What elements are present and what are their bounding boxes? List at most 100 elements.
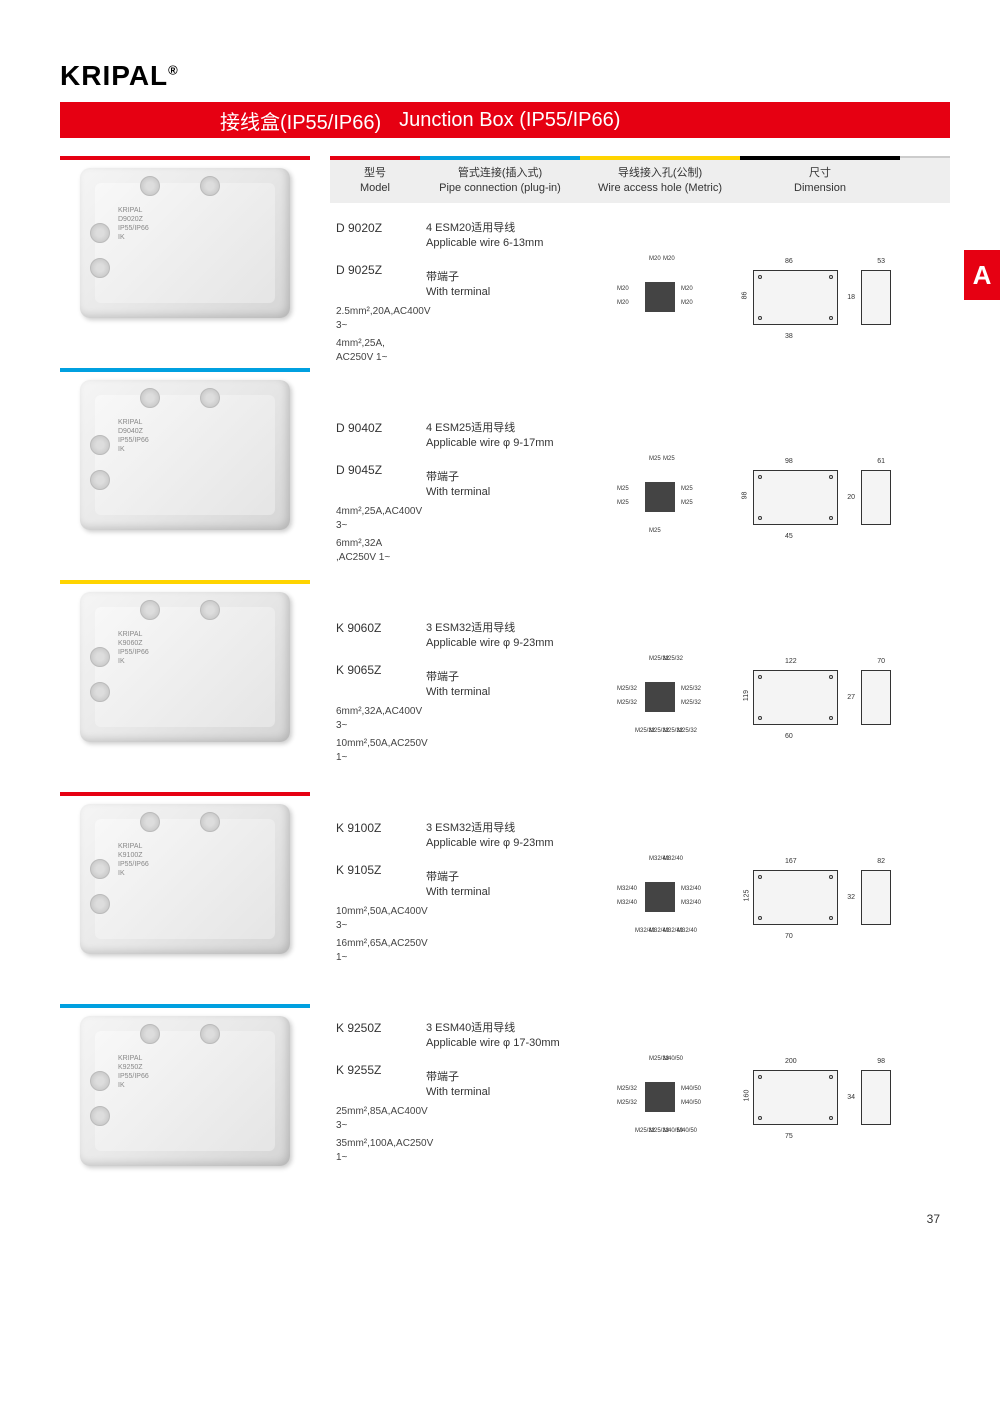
color-bar — [60, 580, 310, 584]
dimension-diagram: 200 160 98 75 34 — [745, 1052, 895, 1142]
wire-label: M25/32 — [617, 1100, 637, 1106]
model-a: K 9100Z — [336, 821, 420, 835]
color-bar — [60, 1004, 310, 1008]
thumbnail-column: KRIPALD9020ZIP55/IP66IK KRIPALD9040ZIP55/… — [60, 156, 310, 1216]
col-wire: M32/40M32/40M32/40M32/40M32/40M32/40M32/… — [580, 821, 740, 973]
wire-label: M25 — [617, 500, 629, 506]
knockout-icon — [90, 435, 110, 455]
thumbnail-block: KRIPALK9060ZIP55/IP66IK — [60, 580, 310, 742]
th-dim-en: Dimension — [748, 181, 892, 196]
th-dim-zh: 尺寸 — [748, 166, 892, 181]
knockout-icon — [200, 388, 220, 408]
model-a: D 9040Z — [336, 421, 420, 435]
dim-ih: 34 — [847, 1094, 855, 1101]
thumbnail-block: KRIPALK9100ZIP55/IP66IK — [60, 792, 310, 954]
thumb-label: KRIPALK9100ZIP55/IP66IK — [118, 842, 149, 878]
col-dim: 167 125 82 70 32 — [740, 821, 900, 973]
model-b: D 9045Z — [336, 463, 420, 477]
product-thumb: KRIPALK9100ZIP55/IP66IK — [80, 804, 290, 954]
knockout-icon — [200, 600, 220, 620]
pipe-a: 3 ESM32适用导线Applicable wire φ 9-23mm — [426, 621, 580, 652]
knockout-icon — [140, 176, 160, 196]
dim-side-icon — [861, 470, 891, 525]
wire-label: M32/40 — [663, 856, 683, 862]
wire-diagram: M25/32M40/50M25/32M40/50M25/32M40/50M25/… — [615, 1052, 705, 1142]
col-model: D 9040Z D 9045Z 4mm²,25A,AC400V 3~ 6mm²,… — [330, 421, 420, 573]
thumb-label: KRIPALK9250ZIP55/IP66IK — [118, 1054, 149, 1090]
spec-table: 型号 Model 管式连接(插入式) Pipe connection (plug… — [330, 156, 950, 1216]
col-wire: M25/32M40/50M25/32M40/50M25/32M40/50M25/… — [580, 1021, 740, 1173]
brand-mark: ® — [168, 63, 179, 78]
wire-box-icon — [645, 1082, 675, 1112]
wire-label: M20 — [681, 286, 693, 292]
col-pipe: 3 ESM40适用导线Applicable wire φ 17-30mm 带端子… — [420, 1021, 580, 1173]
thumbnail-block: KRIPALK9250ZIP55/IP66IK — [60, 1004, 310, 1166]
pipe-b: 带端子With terminal — [426, 1070, 580, 1101]
th-pipe: 管式连接(插入式) Pipe connection (plug-in) — [420, 156, 580, 203]
dimension-diagram: 86 86 53 38 18 — [745, 252, 895, 342]
pipe-b: 带端子With terminal — [426, 670, 580, 701]
thumb-label: KRIPALD9020ZIP55/IP66IK — [118, 206, 149, 242]
dim-d: 53 — [877, 258, 885, 265]
dim-side-icon — [861, 270, 891, 325]
dim-w: 86 — [785, 258, 793, 265]
pipe-a: 3 ESM32适用导线Applicable wire φ 9-23mm — [426, 821, 580, 852]
knockout-icon — [140, 1024, 160, 1044]
wire-box-icon — [645, 282, 675, 312]
spec2: 6mm²,32A ,AC250V 1~ — [336, 537, 420, 565]
wire-label: M40/50 — [663, 1056, 683, 1062]
color-bar — [60, 368, 310, 372]
knockout-icon — [140, 812, 160, 832]
spec1: 25mm²,85A,AC400V 3~ — [336, 1105, 420, 1133]
section-tab: A — [964, 250, 1000, 300]
wire-label: M20 — [617, 300, 629, 306]
wire-label: M32/40 — [677, 928, 697, 934]
knockout-icon — [90, 223, 110, 243]
wire-label: M20 — [663, 256, 675, 262]
wire-box-icon — [645, 682, 675, 712]
th-pipe-zh: 管式连接(插入式) — [428, 166, 572, 181]
thumb-label: KRIPALK9060ZIP55/IP66IK — [118, 630, 149, 666]
model-a: D 9020Z — [336, 221, 420, 235]
dim-ih: 32 — [847, 894, 855, 901]
product-thumb: KRIPALK9060ZIP55/IP66IK — [80, 592, 290, 742]
color-bar — [60, 156, 310, 160]
th-dim: 尺寸 Dimension — [740, 156, 900, 203]
dim-front-icon — [753, 270, 838, 325]
product-thumb: KRIPALD9040ZIP55/IP66IK — [80, 380, 290, 530]
knockout-icon — [140, 388, 160, 408]
product-row: K 9060Z K 9065Z 6mm²,32A,AC400V 3~ 10mm²… — [330, 603, 950, 803]
dim-h: 125 — [743, 889, 750, 901]
th-model: 型号 Model — [330, 156, 420, 203]
spec2: 35mm²,100A,AC250V 1~ — [336, 1137, 420, 1165]
col-pipe: 4 ESM25适用导线Applicable wire φ 9-17mm 带端子W… — [420, 421, 580, 573]
dim-d: 70 — [877, 658, 885, 665]
thumb-label: KRIPALD9040ZIP55/IP66IK — [118, 418, 149, 454]
wire-label: M25 — [649, 456, 661, 462]
wire-label: M25/32 — [617, 1086, 637, 1092]
th-model-zh: 型号 — [338, 166, 412, 181]
dim-ih: 27 — [847, 694, 855, 701]
wire-label: M25 — [681, 486, 693, 492]
col-dim: 122 119 70 60 27 — [740, 621, 900, 773]
dim-h: 160 — [743, 1089, 750, 1101]
pipe-a: 4 ESM20适用导线Applicable wire 6-13mm — [426, 221, 580, 252]
col-dim: 98 98 61 45 20 — [740, 421, 900, 573]
model-b: D 9025Z — [336, 263, 420, 277]
knockout-icon — [140, 600, 160, 620]
wire-label: M25/32 — [635, 728, 655, 734]
knockout-icon — [200, 176, 220, 196]
brand-logo: KRIPAL® — [60, 60, 950, 92]
th-pipe-en: Pipe connection (plug-in) — [428, 181, 572, 196]
col-dim: 200 160 98 75 34 — [740, 1021, 900, 1173]
col-pipe: 3 ESM32适用导线Applicable wire φ 9-23mm 带端子W… — [420, 821, 580, 973]
dim-side-icon — [861, 1070, 891, 1125]
dim-d: 98 — [877, 1058, 885, 1065]
wire-label: M32/40 — [681, 900, 701, 906]
dim-h: 86 — [741, 291, 748, 299]
wire-label: M25/32 — [677, 728, 697, 734]
dim-side-icon — [861, 870, 891, 925]
thumbnail-block: KRIPALD9040ZIP55/IP66IK — [60, 368, 310, 530]
wire-label: M20 — [617, 286, 629, 292]
th-wire: 导线接入孔(公制) Wire access hole (Metric) — [580, 156, 740, 203]
